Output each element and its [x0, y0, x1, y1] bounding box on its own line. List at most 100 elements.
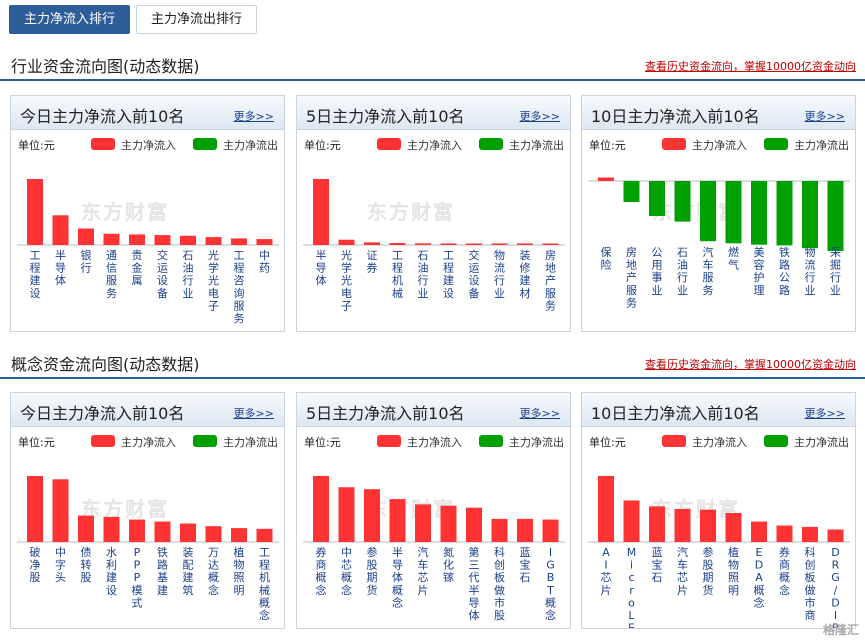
inflow-swatch [377, 435, 401, 447]
bar[interactable] [517, 243, 533, 246]
legend-outflow-label: 主力净流出 [794, 436, 849, 449]
bar[interactable] [542, 519, 559, 542]
bar[interactable] [415, 243, 431, 245]
bar[interactable] [313, 476, 329, 542]
bar[interactable] [338, 239, 355, 245]
bar[interactable] [364, 489, 380, 542]
bar-chart: 半导体 光学光电子 证券 工程机械 石油行业 工程建设 交运设备 物流行业 装修建材 房地产服务 [303, 179, 565, 312]
bar[interactable] [542, 243, 559, 246]
inflow-swatch [377, 138, 401, 150]
bar[interactable] [389, 243, 406, 245]
category-label: 公用事业 [652, 246, 663, 297]
category-label: 光学光电子 [341, 248, 352, 312]
bar[interactable] [180, 523, 196, 542]
legend: 单位:元 主力净流入 主力净流出 [11, 434, 284, 449]
bar[interactable] [623, 500, 640, 542]
bar[interactable] [389, 499, 406, 542]
bar[interactable] [440, 505, 457, 542]
bar[interactable] [103, 516, 120, 542]
bar[interactable] [27, 179, 43, 245]
bar[interactable] [700, 509, 716, 542]
bar[interactable] [205, 237, 222, 245]
bar[interactable] [517, 518, 533, 542]
more-link[interactable]: 更多>> [804, 407, 845, 420]
bar[interactable] [103, 233, 120, 245]
category-label: 装配建筑 [183, 546, 194, 597]
legend-inflow-label: 主力净流入 [121, 436, 176, 449]
watermark-logo: 东方财富 [652, 200, 740, 224]
category-label: 工程机械概念 [259, 546, 270, 622]
bar[interactable] [725, 512, 742, 542]
history-link[interactable]: 查看历史资金流向，掌握10000亿资金动向 [645, 358, 856, 371]
tab-inflow-ranking[interactable]: 主力净流入排行 [9, 5, 131, 34]
panel-title: 今日主力净流入前10名 [20, 404, 185, 423]
bar[interactable] [129, 234, 145, 245]
outflow-swatch [764, 138, 788, 150]
bar[interactable] [129, 519, 145, 542]
bar[interactable] [623, 181, 640, 202]
bar[interactable] [598, 177, 614, 182]
more-link[interactable]: 更多>> [233, 110, 274, 123]
inflow-swatch [662, 138, 686, 150]
bar[interactable] [776, 525, 793, 543]
panel-header: 今日主力净流入前10名 更多>> [11, 393, 284, 427]
bar[interactable] [674, 509, 691, 542]
bar[interactable] [205, 526, 222, 542]
bar[interactable] [440, 243, 457, 246]
panel-header: 10日主力净流入前10名 更多>> [582, 96, 855, 130]
bar[interactable] [256, 239, 273, 245]
bar[interactable] [338, 487, 355, 542]
inflow-swatch [91, 138, 115, 150]
bar[interactable] [154, 235, 171, 245]
category-label: 第三代半导体 [469, 545, 480, 622]
watermark-logo: 东方财富 [367, 497, 455, 521]
more-link[interactable]: 更多>> [233, 407, 274, 420]
bar[interactable] [700, 181, 716, 242]
bar[interactable] [674, 181, 691, 222]
bar[interactable] [154, 521, 171, 542]
concept-section-header: 概念资金流向图(动态数据) 查看历史资金流向，掌握10000亿资金动向 [0, 345, 865, 379]
more-link[interactable]: 更多>> [804, 110, 845, 123]
more-link[interactable]: 更多>> [519, 110, 560, 123]
bar[interactable] [78, 515, 94, 542]
bar[interactable] [180, 235, 196, 245]
bar[interactable] [364, 242, 380, 245]
bar[interactable] [415, 504, 431, 542]
watermark-logo: 东方财富 [81, 200, 169, 224]
bar[interactable] [802, 526, 818, 542]
tab-outflow-ranking[interactable]: 主力净流出排行 [136, 5, 258, 34]
bar[interactable] [52, 215, 69, 245]
outflow-swatch [193, 138, 217, 150]
bar[interactable] [751, 521, 767, 542]
bar[interactable] [52, 479, 69, 542]
bar[interactable] [751, 181, 767, 245]
bar[interactable] [827, 529, 844, 542]
bar[interactable] [256, 528, 273, 542]
unit-label: 单位:元 [589, 139, 626, 152]
legend: 单位:元 主力净流入 主力净流出 [11, 137, 284, 152]
bar[interactable] [649, 506, 665, 542]
bar[interactable] [491, 243, 508, 246]
bar[interactable] [27, 476, 43, 542]
bar[interactable] [231, 528, 247, 542]
bar[interactable] [649, 181, 665, 216]
bar-chart: 保险 房地产服务 公用事业 石油行业 汽车服务 燃气 美容护理 铁路公路 物流行业 采掘行业 [588, 177, 850, 309]
bar[interactable] [231, 238, 247, 245]
bar[interactable] [725, 181, 742, 244]
legend-inflow-label: 主力净流入 [692, 139, 747, 152]
bar[interactable] [466, 243, 482, 246]
bar[interactable] [827, 181, 844, 251]
bar[interactable] [78, 228, 94, 246]
bar[interactable] [598, 476, 614, 542]
bar[interactable] [313, 179, 329, 245]
bar[interactable] [776, 181, 793, 246]
legend-inflow-label: 主力净流入 [692, 436, 747, 449]
section-title: 概念资金流向图(动态数据) [11, 355, 200, 374]
bar[interactable] [466, 507, 482, 542]
history-link[interactable]: 查看历史资金流向，掌握10000亿资金动向 [645, 60, 856, 73]
category-label: 半导体概念 [392, 545, 403, 609]
more-link[interactable]: 更多>> [519, 407, 560, 420]
category-label: 植物照明 [234, 545, 245, 597]
bar[interactable] [491, 518, 508, 542]
bar[interactable] [802, 181, 818, 249]
